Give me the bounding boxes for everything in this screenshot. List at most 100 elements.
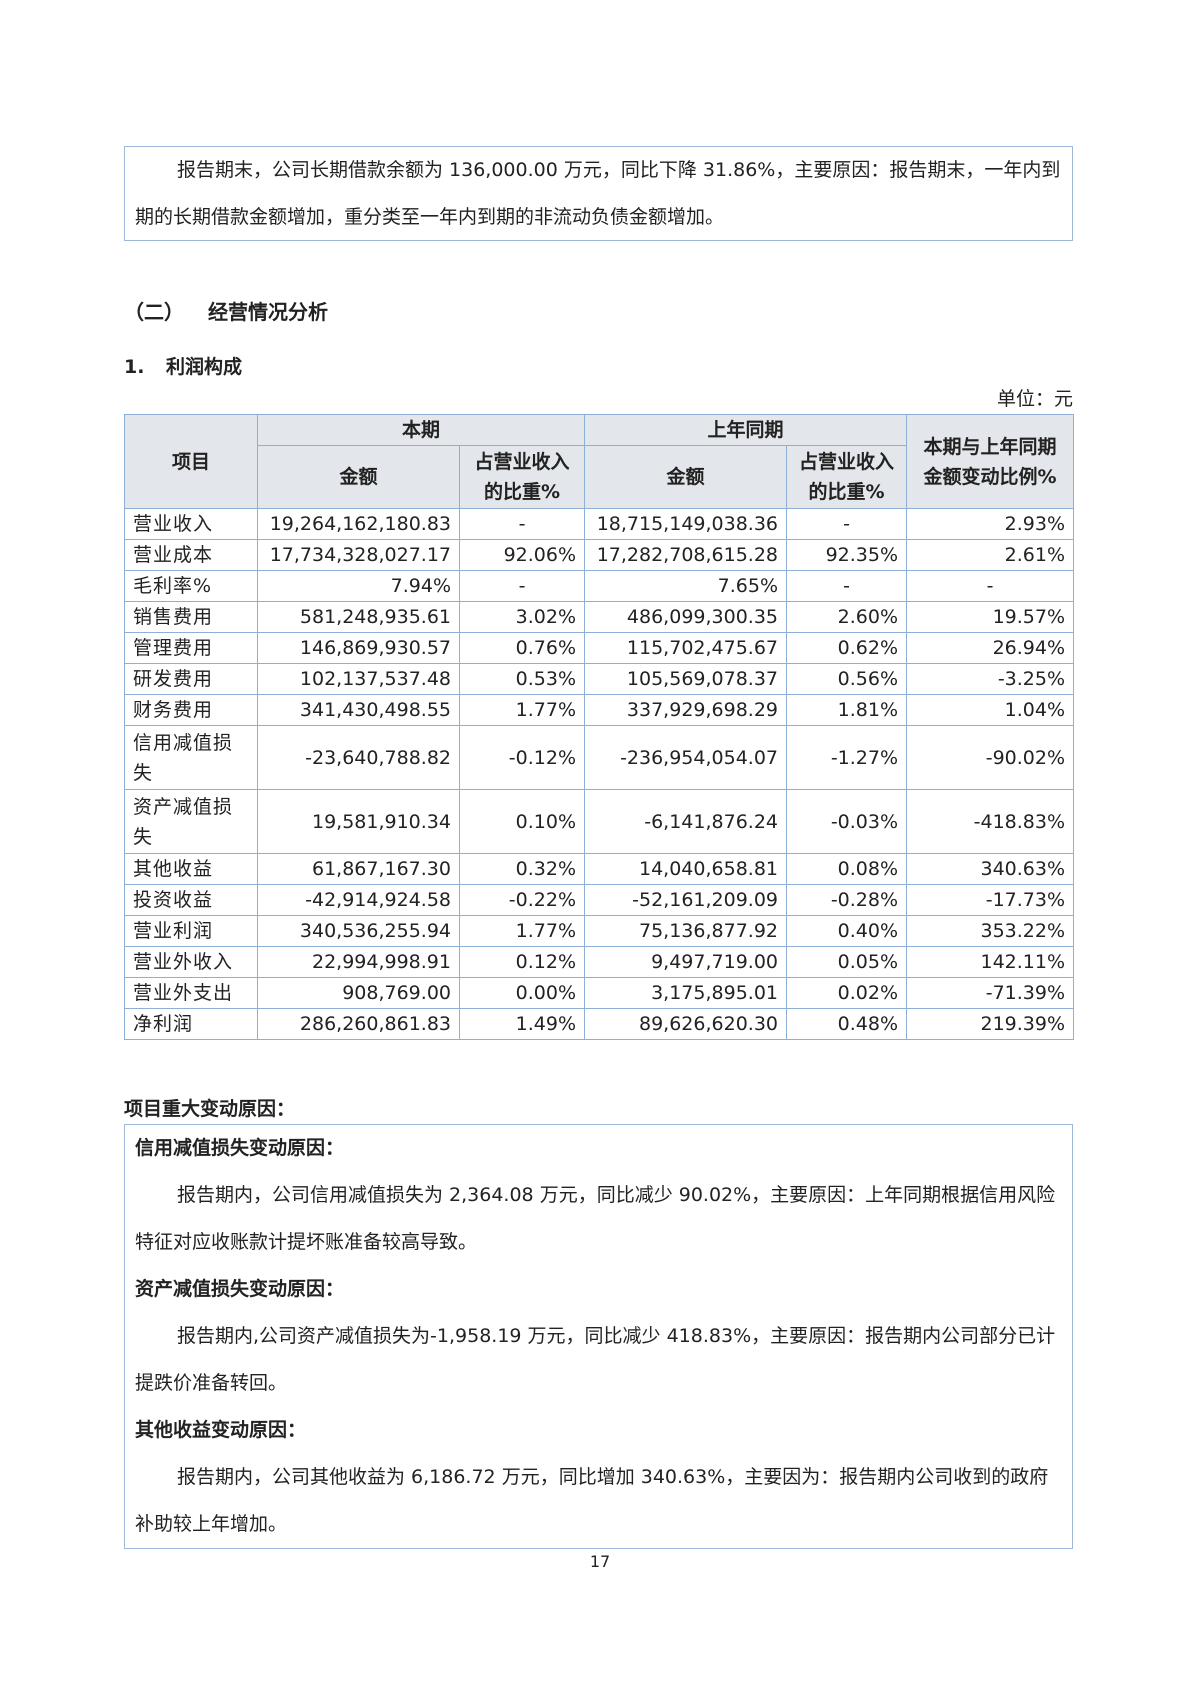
cell-prior-amount: 115,702,475.67 — [584, 632, 788, 664]
header-current-amount: 金额 — [257, 445, 460, 509]
table-row: 财务费用 341,430,498.55 1.77% 337,929,698.29 1.8… — [124, 694, 1075, 726]
cell-current-amount: 286,260,861.83 — [257, 1008, 460, 1040]
table-row: 营业外支出 908,769.00 0.00% 3,175,895.01 0.02% -71… — [124, 977, 1075, 1009]
cell-current-ratio: 0.76% — [458, 632, 586, 664]
table-row: 信用减值损失 -23,640,788.82 -0.12% -236,954,054.0… — [124, 725, 1075, 790]
cell-prior-ratio: 2.60% — [786, 601, 908, 633]
reason-heading: 其他收益变动原因： — [135, 1419, 307, 1441]
cell-current-ratio: 1.77% — [458, 915, 586, 947]
cell-prior-ratio: 1.81% — [786, 694, 908, 726]
subsection-heading: 1. 利润构成 — [124, 352, 242, 379]
cell-current-ratio: 0.53% — [458, 663, 586, 695]
cell-item-name: 销售费用 — [124, 601, 258, 633]
cell-change-pct: 340.63% — [906, 853, 1075, 885]
page-number: 17 — [589, 1552, 611, 1571]
cell-prior-ratio: 0.05% — [786, 946, 908, 978]
table-row: 营业收入 19,264,162,180.83-18,715,149,038.36-… — [124, 508, 1075, 540]
cell-prior-amount: 75,136,877.92 — [584, 915, 788, 947]
cell-prior-ratio: 0.56% — [786, 663, 908, 695]
cell-prior-amount: 14,040,658.81 — [584, 853, 788, 885]
cell-prior-ratio: 0.08% — [786, 853, 908, 885]
cell-change-pct: 26.94% — [906, 632, 1075, 664]
cell-change-pct: - — [906, 570, 1075, 602]
cell-current-ratio: 0.32% — [458, 853, 586, 885]
cell-change-pct: -418.83% — [906, 789, 1075, 854]
cell-prior-amount: 9,497,719.00 — [584, 946, 788, 978]
cell-change-pct: 2.93% — [906, 508, 1075, 540]
cell-prior-ratio: 0.48% — [786, 1008, 908, 1040]
cell-current-amount: -42,914,924.58 — [257, 884, 460, 916]
cell-current-amount: 102,137,537.48 — [257, 663, 460, 695]
cell-current-ratio: 1.49% — [458, 1008, 586, 1040]
cell-item-name: 营业利润 — [124, 915, 258, 947]
cell-current-ratio: 0.00% — [458, 977, 586, 1009]
table-row: 营业外收入 22,994,998.91 0.12% 9,497,719.00 0.05%… — [124, 946, 1075, 978]
cell-prior-ratio: 0.62% — [786, 632, 908, 664]
profit-composition-table: 项目 本期 上年同期 本期与上年同期金额变动比例% 金额 占营业收入的比重% 金… — [124, 414, 1075, 1040]
header-change: 本期与上年同期金额变动比例% — [906, 414, 1075, 509]
cell-change-pct: 2.61% — [906, 539, 1075, 571]
table-row: 研发费用 102,137,537.48 0.53% 105,569,078.37 0.5… — [124, 663, 1075, 695]
cell-current-amount: 340,536,255.94 — [257, 915, 460, 947]
cell-item-name: 净利润 — [124, 1008, 258, 1040]
table-row: 投资收益 -42,914,924.58 -0.22% -52,161,209.09 -0… — [124, 884, 1075, 916]
cell-change-pct: 19.57% — [906, 601, 1075, 633]
cell-prior-amount: 486,099,300.35 — [584, 601, 788, 633]
cell-prior-ratio: -1.27% — [786, 725, 908, 790]
reasons-title: 项目重大变动原因： — [124, 1098, 296, 1120]
cell-current-ratio: -0.22% — [458, 884, 586, 916]
cell-item-name: 营业外收入 — [124, 946, 258, 978]
header-current-ratio: 占营业收入的比重% — [458, 445, 586, 509]
section-heading: （二） 经营情况分析 — [124, 296, 328, 325]
reason-heading: 资产减值损失变动原因： — [135, 1278, 345, 1300]
table-row: 净利润 286,260,861.83 1.49% 89,626,620.30 0.48%… — [124, 1008, 1075, 1040]
section-title: 经营情况分析 — [208, 300, 328, 324]
cell-prior-amount: 89,626,620.30 — [584, 1008, 788, 1040]
cell-prior-amount: 337,929,698.29 — [584, 694, 788, 726]
header-current: 本期 — [256, 414, 586, 446]
table-row: 销售费用 581,248,935.61 3.02% 486,099,300.35 2.6… — [124, 601, 1075, 633]
cell-change-pct: -71.39% — [906, 977, 1075, 1009]
cell-item-name: 研发费用 — [124, 663, 258, 695]
cell-current-amount: 17,734,328,027.17 — [257, 539, 460, 571]
cell-current-ratio: 92.06% — [458, 539, 586, 571]
cell-prior-amount: -236,954,054.07 — [584, 725, 788, 790]
cell-current-ratio: 0.12% — [458, 946, 586, 978]
cell-current-ratio: - — [458, 570, 586, 602]
cell-current-ratio: 1.77% — [458, 694, 586, 726]
cell-item-name: 营业成本 — [124, 539, 258, 571]
cell-current-amount: 61,867,167.30 — [257, 853, 460, 885]
cell-item-name: 毛利率% — [124, 570, 258, 602]
cell-prior-ratio: -0.03% — [786, 789, 908, 854]
cell-prior-ratio: 92.35% — [786, 539, 908, 571]
cell-prior-amount: 18,715,149,038.36 — [584, 508, 788, 540]
cell-change-pct: -3.25% — [906, 663, 1075, 695]
reason-heading: 信用减值损失变动原因： — [135, 1137, 345, 1159]
reason-text: 报告期内，公司其他收益为 6,186.72 万元，同比增加 340.63%，主要… — [135, 1466, 1049, 1535]
cell-item-name: 管理费用 — [124, 632, 258, 664]
long-term-loan-note: 报告期末，公司长期借款余额为 136,000.00 万元，同比下降 31.86%… — [135, 159, 1061, 228]
cell-current-ratio: 0.10% — [458, 789, 586, 854]
cell-item-name: 投资收益 — [124, 884, 258, 916]
subsection-number: 1. — [124, 356, 145, 378]
cell-prior-ratio: 0.02% — [786, 977, 908, 1009]
cell-prior-ratio: - — [786, 508, 908, 540]
cell-change-pct: -90.02% — [906, 725, 1075, 790]
long-term-loan-note-box: 报告期末，公司长期借款余额为 136,000.00 万元，同比下降 31.86%… — [124, 146, 1073, 241]
cell-prior-amount: 17,282,708,615.28 — [584, 539, 788, 571]
cell-current-ratio: -0.12% — [458, 725, 586, 790]
table-row: 资产减值损失 19,581,910.34 0.10% -6,141,876.24 -0.… — [124, 789, 1075, 854]
cell-current-ratio: - — [458, 508, 586, 540]
cell-prior-amount: 105,569,078.37 — [584, 663, 788, 695]
cell-prior-amount: -52,161,209.09 — [584, 884, 788, 916]
cell-prior-ratio: -0.28% — [786, 884, 908, 916]
header-prior: 上年同期 — [584, 414, 908, 446]
subsection-title: 利润构成 — [166, 356, 243, 378]
cell-prior-amount: 3,175,895.01 — [584, 977, 788, 1009]
cell-change-pct: 1.04% — [906, 694, 1075, 726]
cell-prior-ratio: - — [786, 570, 908, 602]
cell-current-amount: 19,264,162,180.83 — [257, 508, 460, 540]
cell-item-name: 营业收入 — [124, 508, 258, 540]
table-body: 营业收入 19,264,162,180.83-18,715,149,038.36-… — [124, 508, 1075, 1040]
cell-current-amount: 22,994,998.91 — [257, 946, 460, 978]
